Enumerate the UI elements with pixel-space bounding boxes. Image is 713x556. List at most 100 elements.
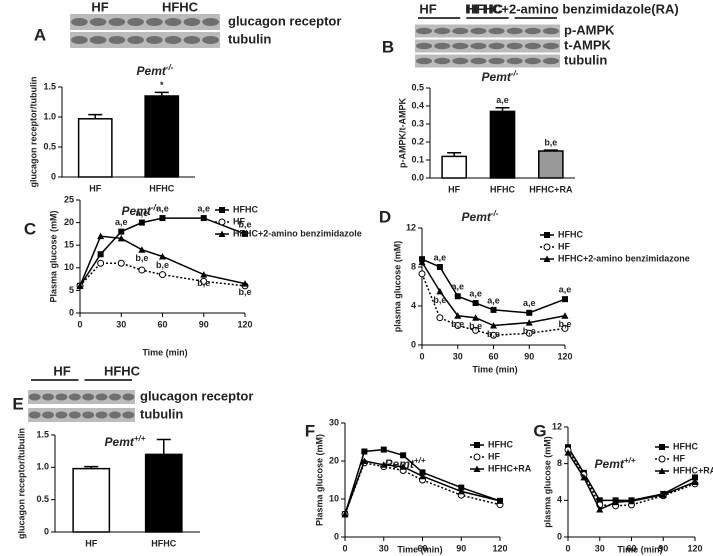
annotation: b,e <box>238 287 251 297</box>
blot-signal <box>452 27 469 35</box>
panel-title: Pemt-/- <box>462 209 499 225</box>
data-point <box>596 497 603 504</box>
y-axis-label: glucagon receptor/tubulin <box>28 76 38 187</box>
lane-label: HF <box>91 0 108 14</box>
title-main: Pemt <box>482 70 512 84</box>
lane-label: HFHC <box>467 1 504 16</box>
blot-signal <box>95 393 108 401</box>
blot-signal <box>146 18 163 26</box>
annotation: * <box>160 80 164 90</box>
legend-marker <box>543 255 551 262</box>
legend-label: HFHC+RA <box>673 465 713 475</box>
legend-marker <box>474 442 480 448</box>
data-point <box>200 277 208 285</box>
blot-signal <box>542 57 559 65</box>
panel-title: Pemt+/+ <box>105 434 146 450</box>
blot-signal <box>122 411 135 419</box>
bar <box>441 155 468 179</box>
blot-signal <box>82 393 95 401</box>
legend-label: HFHC <box>673 441 698 451</box>
y-axis-label: plasma glucose (mM) <box>542 436 552 528</box>
blot-signal <box>506 42 523 50</box>
data-point <box>526 309 533 316</box>
blot-signal <box>434 27 451 35</box>
legend-marker <box>543 243 551 251</box>
data-point <box>692 474 698 481</box>
panel-letter: B <box>382 37 394 56</box>
blot-signal <box>488 27 505 35</box>
blot-signal <box>452 57 469 65</box>
data-point <box>436 264 443 270</box>
y-tick-label: 1.5 <box>36 429 49 439</box>
annotation: a,e <box>451 282 464 292</box>
annotation: b,e <box>558 319 571 329</box>
error-bar <box>154 91 169 96</box>
blot-signal <box>164 18 182 26</box>
legend-label: HF <box>673 453 685 463</box>
blot-band <box>70 14 220 30</box>
y-tick-label: 0.3 <box>411 118 424 128</box>
blot-signal <box>416 27 433 35</box>
data-point <box>380 446 387 453</box>
data-point <box>97 259 105 267</box>
annotation: a,e <box>434 252 447 262</box>
data-point <box>241 280 249 287</box>
legend-label: HFHC+2-amino benzimidazone <box>558 253 690 263</box>
data-point <box>496 497 504 504</box>
data-point <box>380 461 388 468</box>
data-point <box>454 293 461 300</box>
blot-signal <box>202 18 219 26</box>
data-point <box>454 322 462 329</box>
legend-marker <box>218 218 226 226</box>
data-point <box>454 312 462 319</box>
band-label: tubulin <box>140 406 183 421</box>
x-tick-label: 60 <box>626 543 636 553</box>
x-tick-label: 0 <box>342 543 347 553</box>
blot-signal <box>183 36 201 44</box>
data-point <box>399 463 407 470</box>
annotation: b,e <box>197 278 210 288</box>
data-point <box>418 258 426 266</box>
title-main: Pemt <box>122 204 152 218</box>
panel-letter: E <box>12 394 23 413</box>
annotation: b,e <box>451 319 464 329</box>
y-axis-label: plasma glucose (mM) <box>392 241 402 333</box>
data-point <box>490 331 497 339</box>
title-sup: -/- <box>511 69 519 78</box>
x-tick-label: HF <box>89 183 101 193</box>
data-point <box>472 300 479 307</box>
data-point <box>117 259 125 267</box>
y-tick-label: 8 <box>411 261 416 271</box>
legend-label: HFHC <box>488 439 513 449</box>
title-main: Pemt <box>385 457 415 471</box>
blot-band <box>415 24 560 38</box>
y-tick-label: 0.5 <box>36 494 49 504</box>
y-tick-label: 1.5 <box>43 81 56 91</box>
bar <box>144 453 183 533</box>
legend-marker <box>658 467 666 474</box>
band-label: tubulin <box>228 31 271 46</box>
x-axis-label: Time (min) <box>472 364 517 374</box>
panel-title: Pemt-/- <box>122 203 159 219</box>
blot-band <box>415 39 560 53</box>
bar <box>72 467 111 533</box>
blot-signal <box>416 42 433 50</box>
y-tick-label: 0 <box>69 307 74 317</box>
blot-signal <box>28 411 41 419</box>
data-point <box>596 506 604 513</box>
x-tick-label: 60 <box>417 543 427 553</box>
panel-letter: D <box>379 207 391 226</box>
blot-signal <box>127 36 144 44</box>
x-tick-label: 120 <box>687 543 702 553</box>
data-point <box>612 498 620 506</box>
data-point <box>361 448 368 455</box>
blot-signal <box>183 18 201 26</box>
blot-band <box>415 54 560 68</box>
x-tick-label: 90 <box>199 319 209 329</box>
blot-signal <box>68 393 81 401</box>
blot-signal <box>416 57 433 65</box>
legend-marker <box>544 232 550 238</box>
band-label: glucagon receptor <box>140 388 253 403</box>
blot-signal <box>71 36 88 44</box>
data-point <box>628 497 635 505</box>
